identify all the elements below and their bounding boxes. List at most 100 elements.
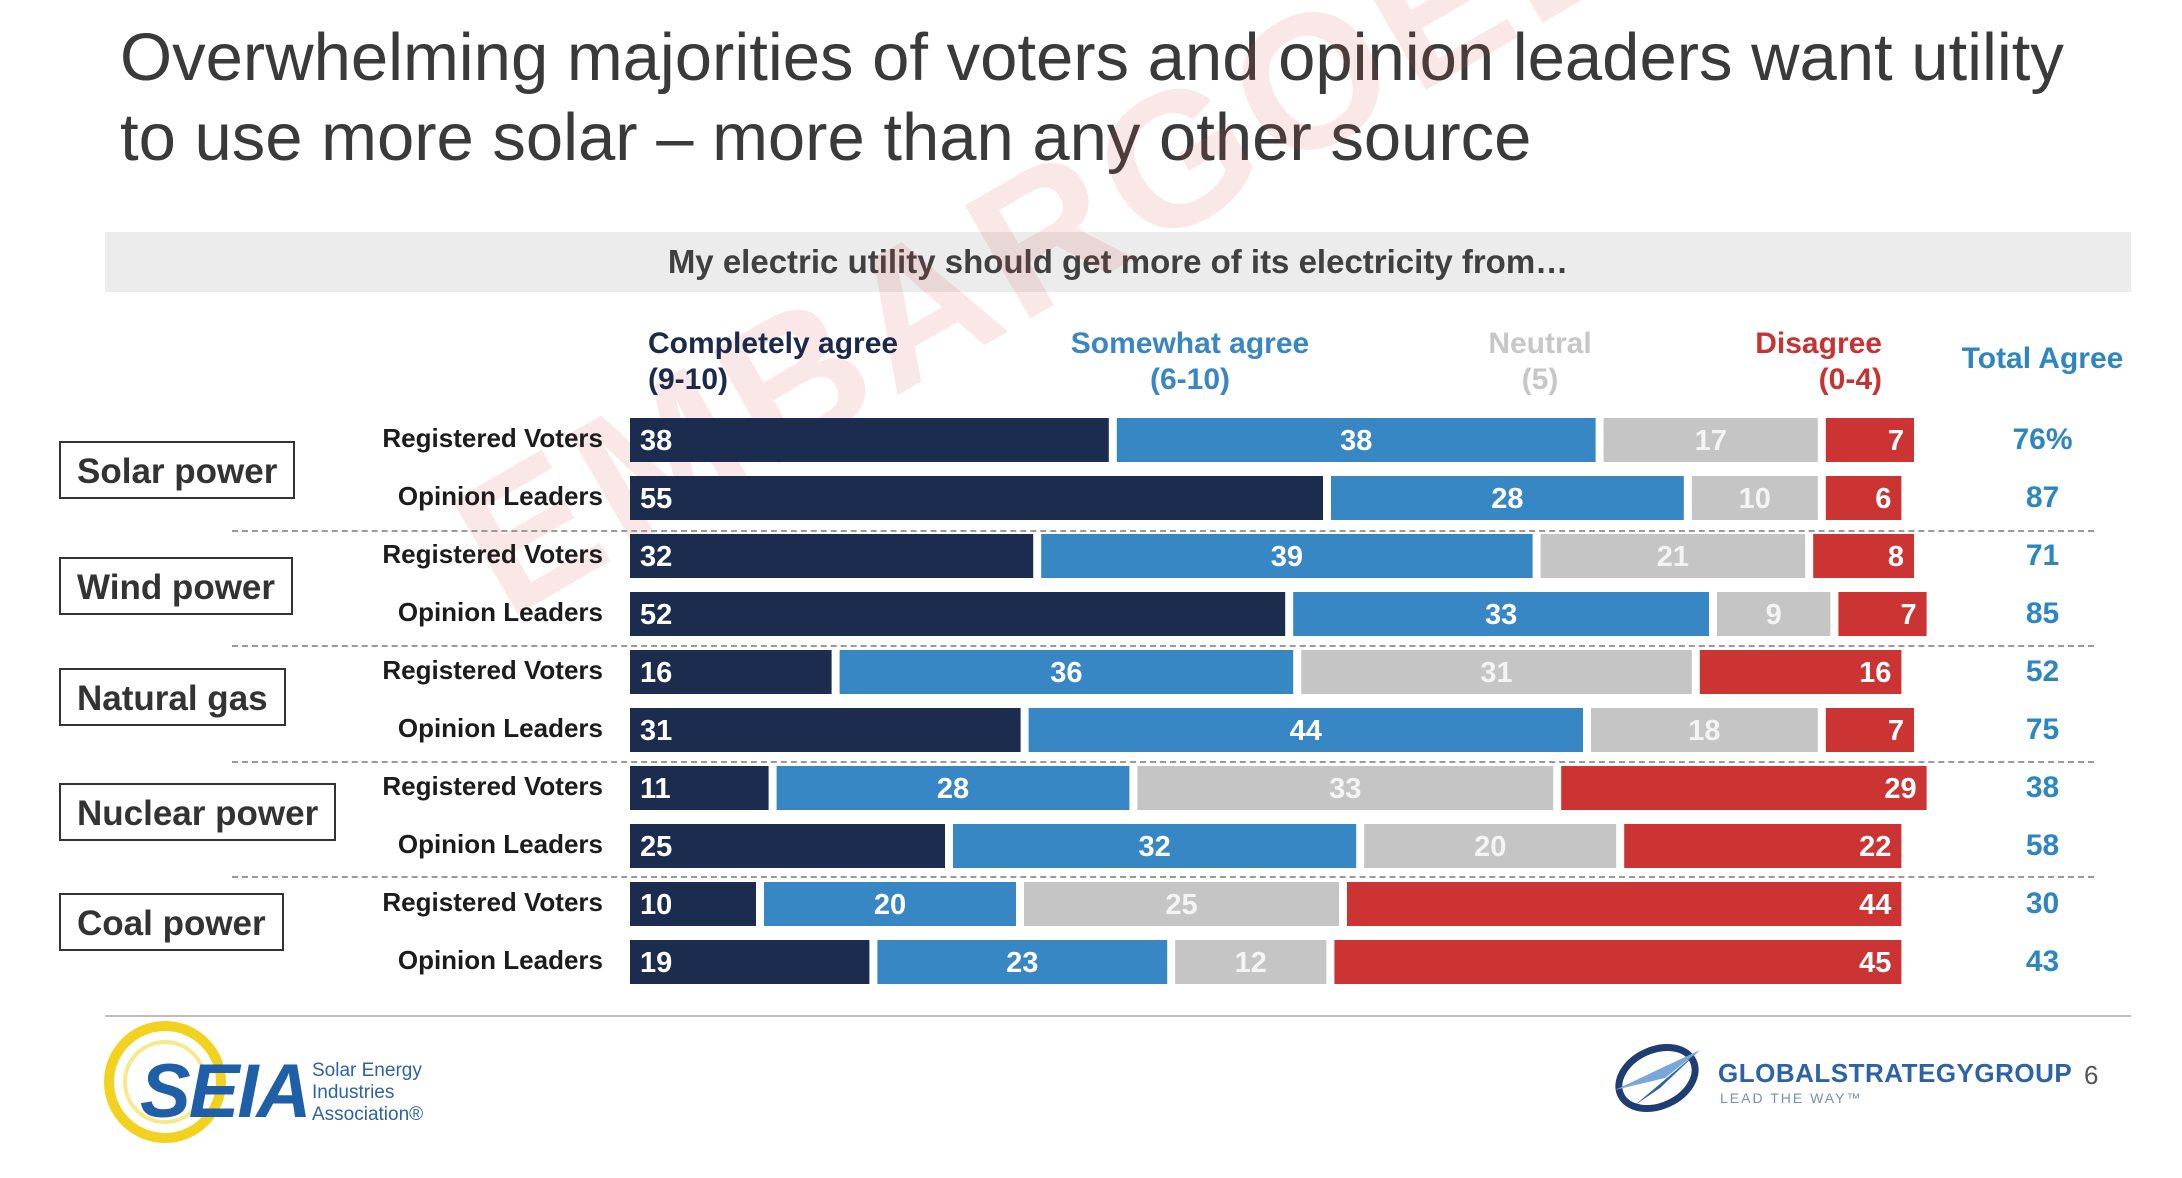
question-text: My electric utility should get more of i… [667,243,1569,280]
bar-somewhat-agree [877,940,1168,984]
row-label: Opinion Leaders [397,481,603,511]
question-banner: My electric utility should get more of i… [105,232,2131,292]
total-agree-value: 76% [2012,423,2073,456]
bar-somewhat-agree [1041,534,1533,578]
bar-completely-agree [630,650,832,694]
legend-disagree-range: (0-4) [1818,363,1882,396]
bar-disagree [1334,940,1902,984]
total-agree-value: 85 [2025,597,2060,630]
group-label-natural-gas: Natural gas [59,668,286,726]
seia-full-name-line: Industries [312,1082,395,1103]
total-agree-value: 58 [2025,829,2060,862]
row-label: Registered Voters [382,887,603,917]
bar-neutral [1024,882,1339,926]
value-label-disagree: 6 [1875,483,1891,515]
row-label: Registered Voters [382,771,603,801]
legend-completely-agree-label: Completely agree [648,327,899,360]
legend-disagree-label: Disagree [1755,327,1882,360]
value-label-somewhat-agree: 28 [937,773,969,805]
value-label-somewhat-agree: 44 [1290,715,1322,747]
bar-somewhat-agree [953,824,1357,868]
bar-somewhat-agree [1293,592,1709,636]
legend-total-agree: Total Agree [1961,342,2124,375]
value-label-neutral: 20 [1474,831,1506,863]
value-label-completely-agree: 16 [640,657,672,689]
group-separator [232,645,2094,647]
value-label-disagree: 29 [1884,773,1916,805]
seia-full-name-line: Association® [312,1104,424,1125]
bar-neutral [1603,418,1818,462]
bar-completely-agree [630,476,1323,520]
legend-somewhat-agree-range: (6-10) [1149,363,1231,396]
seia-full-name-line: Solar Energy [312,1060,422,1081]
value-label-somewhat-agree: 39 [1271,541,1303,573]
row-label: Opinion Leaders [397,597,603,627]
bar-completely-agree [630,766,769,810]
gsg-tagline: LEAD THE WAY™ [1720,1090,1863,1106]
bar-neutral [1540,534,1806,578]
value-label-somewhat-agree: 20 [874,889,906,921]
seia-logo-text: SEIA [140,1049,311,1134]
value-label-neutral: 10 [1739,483,1771,515]
group-separator [232,530,2094,532]
bar-disagree [1699,650,1902,694]
bar-disagree [1624,824,1902,868]
legend-completely-agree-range: (9-10) [648,363,729,396]
bar-somewhat-agree [1116,418,1596,462]
group-label-coal: Coal power [59,893,284,951]
gsg-logo-text: GLOBALSTRATEGYGROUP [1718,1058,2073,1088]
legend-neutral-range: (5) [1521,363,1559,396]
seia-sun-icon [104,1021,226,1143]
bar-completely-agree [630,824,945,868]
bar-neutral [1717,592,1831,636]
total-agree-value: 75 [2025,713,2060,746]
bar-neutral [1137,766,1554,810]
bar-disagree [1825,418,1914,462]
value-label-completely-agree: 38 [640,425,672,457]
bar-disagree [1347,882,1902,926]
bar-completely-agree [630,708,1021,752]
value-label-neutral: 31 [1480,657,1512,689]
legend-disagree: Disagree (0-4) [1620,326,1882,398]
bar-disagree [1813,534,1914,578]
value-label-somewhat-agree: 23 [1006,947,1038,979]
row-label: Opinion Leaders [397,829,603,859]
value-label-disagree: 16 [1859,657,1891,689]
value-label-disagree: 7 [1888,715,1904,747]
value-label-completely-agree: 10 [640,889,672,921]
row-label: Registered Voters [382,655,603,685]
total-agree-value: 38 [2025,771,2060,804]
bar-neutral [1691,476,1818,520]
bar-neutral [1175,940,1327,984]
value-label-completely-agree: 55 [640,483,672,515]
row-label: Registered Voters [382,539,603,569]
value-label-somewhat-agree: 28 [1491,483,1523,515]
group-separator [232,761,2094,763]
value-label-disagree: 45 [1859,947,1891,979]
bar-somewhat-agree [764,882,1016,926]
value-label-neutral: 9 [1766,599,1782,631]
total-agree-value: 43 [2025,945,2060,978]
total-agree-value: 71 [2025,539,2060,572]
legend-somewhat-agree: Somewhat agree (6-10) [1050,326,1330,398]
bar-somewhat-agree [1331,476,1684,520]
value-label-disagree: 44 [1859,889,1891,921]
bar-completely-agree [630,940,870,984]
bar-disagree [1825,708,1914,752]
legend-somewhat-agree-label: Somewhat agree [1070,327,1310,360]
value-label-somewhat-agree: 38 [1340,425,1372,457]
group-label-wind: Wind power [59,557,294,615]
value-label-neutral: 25 [1165,889,1197,921]
value-label-neutral: 12 [1235,947,1267,979]
value-label-somewhat-agree: 32 [1138,831,1170,863]
gsg-globe-icon [1615,1044,1700,1112]
value-label-disagree: 22 [1859,831,1891,863]
bar-completely-agree [630,882,756,926]
value-label-completely-agree: 25 [640,831,672,863]
value-label-disagree: 7 [1888,425,1904,457]
value-label-completely-agree: 32 [640,541,672,573]
slide-title: Overwhelming majorities of voters and op… [120,20,2064,175]
row-label: Opinion Leaders [397,945,603,975]
row-label: Registered Voters [382,423,603,453]
